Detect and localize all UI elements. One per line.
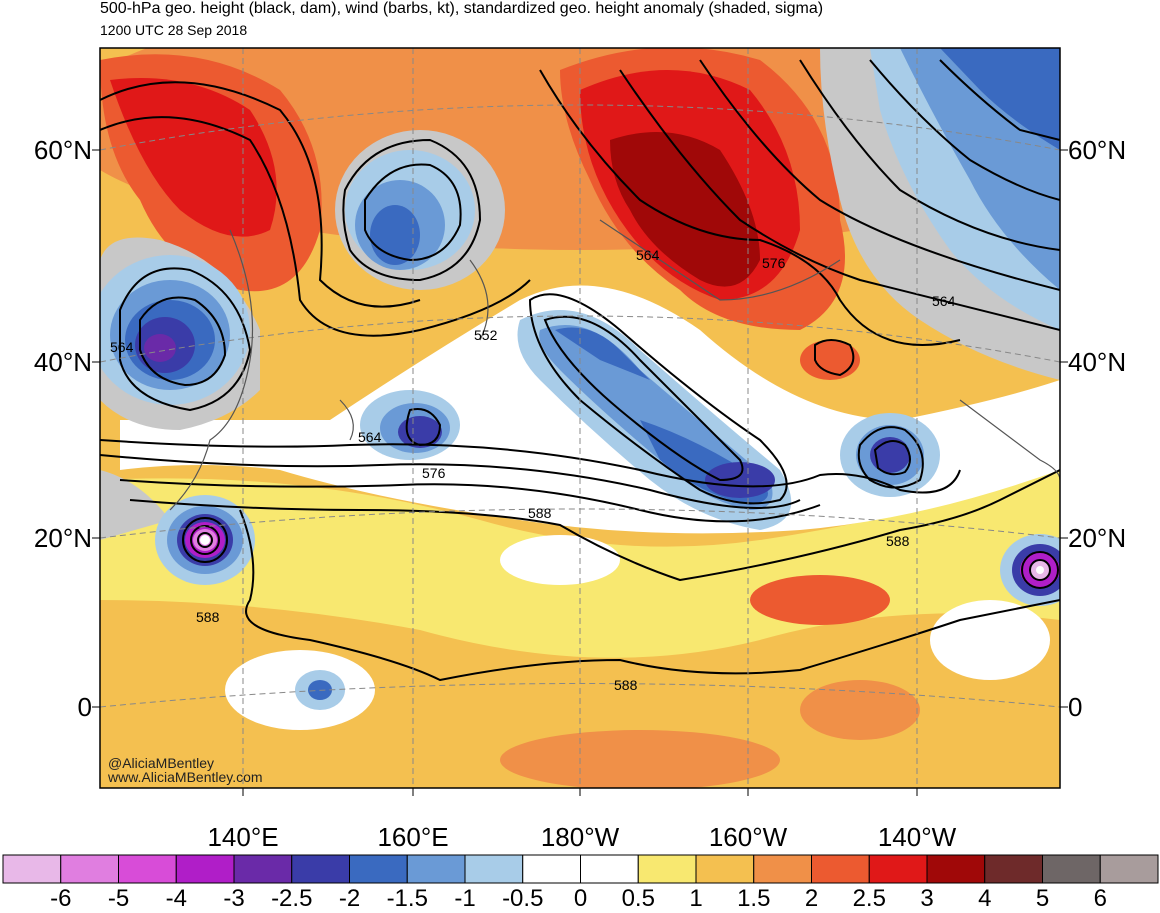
lat-label-left: 0 (77, 692, 92, 722)
colorbar-tick-label: 4 (978, 885, 992, 912)
lat-label-right: 40°N (1068, 347, 1127, 377)
anomaly-shading-trough-midpac (705, 462, 775, 498)
lon-label: 160°E (377, 822, 449, 852)
lon-label: 180°W (540, 822, 620, 852)
colorbar-swatch (2, 854, 62, 884)
colorbar-swatch (233, 854, 293, 884)
credit-site: www.AliciaMBentley.com (108, 769, 263, 785)
anomaly-shading-neutral (930, 600, 1050, 680)
contour-label: 552 (474, 327, 498, 343)
figure-title: 500-hPa geo. height (black, dam), wind (… (100, 0, 824, 17)
contour-label: 576 (422, 465, 446, 481)
colorbar-tick-label: 2 (804, 885, 819, 912)
anomaly-shading-grey (100, 470, 170, 540)
coastlines (169, 219, 1060, 511)
colorbar-swatch (406, 854, 466, 884)
anomaly-shading-tropical-warm (500, 730, 780, 788)
contour-label: 588 (196, 609, 220, 625)
anomaly-shading-ridge-ne (610, 132, 760, 287)
colorbar-swatch (349, 854, 408, 884)
anomaly-shading-tc-east (1036, 566, 1044, 574)
graticule (100, 48, 1060, 788)
colorbar-tick-label: -5 (107, 885, 130, 912)
colorbar-swatch (1099, 854, 1159, 884)
colorbar-tick-label: -0.5 (502, 885, 544, 912)
colorbar-swatch (580, 854, 639, 884)
contour-label: 564 (636, 247, 660, 263)
lat-label-right: 20°N (1068, 523, 1127, 553)
colorbar-tick-label: 3 (920, 885, 934, 912)
colorbar-tick-label: -6 (50, 885, 72, 912)
colorbar-swatch (753, 854, 812, 884)
colorbar-tick-label: 2.5 (852, 885, 886, 912)
contour-label: 564 (932, 293, 956, 309)
lon-label: 160°W (708, 822, 788, 852)
colorbar-tick-label: 5 (1035, 885, 1050, 912)
colorbar-swatch (291, 854, 350, 884)
colorbar-tick-label: -1.5 (386, 885, 428, 912)
colorbar-tick-label: -2 (338, 885, 361, 912)
anomaly-shading-tropical-warm (800, 680, 920, 740)
colorbar-swatch (118, 854, 177, 884)
colorbar-swatch (637, 854, 697, 884)
colorbar-tick-label: -2.5 (271, 885, 313, 912)
axis-ticks (92, 149, 1068, 796)
anomaly-shading-tropical-warm (750, 575, 890, 625)
contour-label: 588 (886, 533, 910, 549)
valid-time: 1200 UTC 28 Sep 2018 (100, 22, 248, 38)
anomaly-shading-cutoff-japan (398, 416, 442, 448)
colorbar-tick-label: 6 (1093, 885, 1107, 912)
colorbar-swatch (984, 854, 1043, 884)
colorbar-swatch (811, 854, 870, 884)
colorbar-swatch (926, 854, 986, 884)
colorbar-tick-label: -3 (223, 885, 245, 912)
contour-label: 564 (110, 339, 134, 355)
contour-label: 588 (528, 505, 552, 521)
lat-label-left: 60°N (33, 135, 92, 165)
colorbar-swatch (464, 854, 524, 884)
colorbar-tick-label: 1.5 (737, 885, 771, 912)
credit-handle: @AliciaMBentley (108, 755, 215, 771)
lon-label: 140°E (207, 822, 279, 852)
colorbar-tick-label: -4 (165, 885, 187, 912)
contour-labels: 564 552 564 576 588 588 588 564 576 564 … (110, 247, 956, 693)
colorbar-swatch (522, 854, 581, 884)
colorbar (2, 854, 1159, 884)
colorbar-tick-label: 0.5 (621, 885, 655, 912)
contour-label: 576 (762, 255, 786, 271)
lat-label-left: 20°N (33, 523, 92, 553)
lon-label: 140°W (877, 822, 957, 852)
colorbar-swatch (60, 854, 119, 884)
colorbar-swatch (695, 854, 755, 884)
colorbar-tick-label: 1 (689, 885, 703, 912)
lat-label-left: 40°N (33, 347, 92, 377)
anomaly-shading-trough-ne (940, 48, 1060, 150)
anomaly-shading-trough-asia (144, 334, 176, 362)
colorbar-swatch (175, 854, 235, 884)
colorbar-tick-label: 0 (573, 885, 588, 912)
anomaly-shading-trough-midpac (555, 327, 650, 380)
lat-label-right: 0 (1068, 692, 1083, 722)
colorbar-swatch (1042, 854, 1101, 884)
anomaly-shading-neutral (500, 535, 620, 585)
colorbar-tick-label: -1 (454, 885, 476, 912)
contour-label: 564 (358, 429, 382, 445)
colorbar-swatch (868, 854, 928, 884)
anomaly-shading-tc-west (200, 535, 210, 545)
contour-label: 588 (614, 677, 638, 693)
lat-label-right: 60°N (1068, 135, 1127, 165)
